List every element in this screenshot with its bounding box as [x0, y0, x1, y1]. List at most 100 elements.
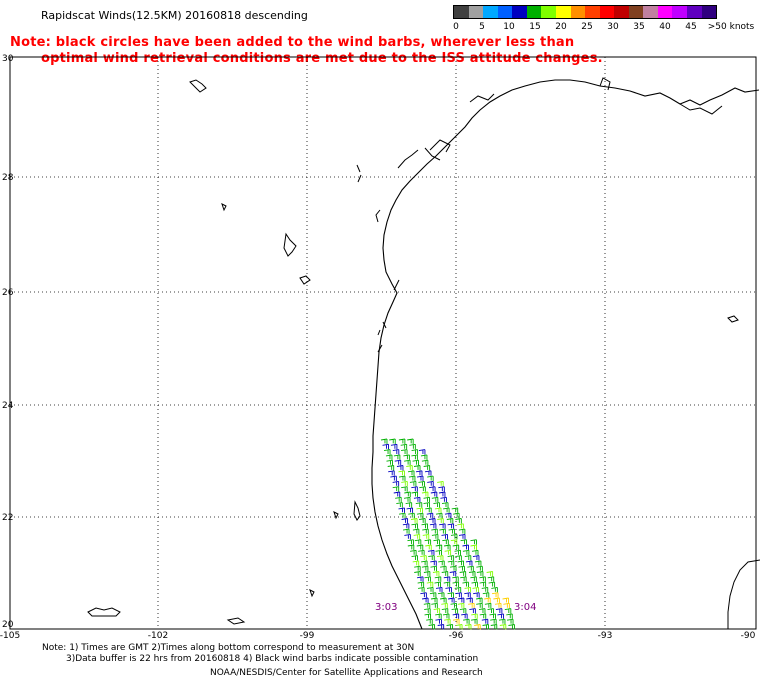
wind-barb: [405, 502, 413, 508]
wind-barb: [408, 512, 415, 519]
wind-barb: [421, 491, 429, 497]
wind-barb: [422, 528, 429, 535]
wind-barb: [413, 465, 421, 471]
wind-barb: [428, 518, 436, 524]
wind-barb: [470, 539, 477, 545]
wind-barb: [423, 571, 431, 577]
wind-barb: [423, 465, 431, 471]
wind-barb: [435, 618, 442, 625]
wind-barb: [488, 581, 496, 588]
footer-note-line-2: 3)Data buffer is 22 hrs from 20160818 4)…: [66, 654, 479, 664]
wind-barb: [462, 549, 470, 556]
map-title: Rapidscat Winds(12.5KM) 20160818 descend…: [41, 9, 308, 22]
wind-barb: [433, 608, 441, 614]
wind-barb: [467, 565, 474, 572]
wind-barb: [474, 624, 481, 630]
wind-barb: [440, 597, 447, 603]
wind-barb: [431, 602, 438, 609]
wind-barb: [437, 592, 445, 598]
wind-barb: [427, 475, 434, 482]
wind-barb: [497, 613, 504, 619]
wind-barb: [479, 613, 487, 619]
wind-barb: [465, 560, 473, 566]
legend-label: >50 knots: [707, 22, 755, 32]
wind-barb: [455, 555, 462, 561]
wind-barb: [385, 454, 393, 460]
wind-barb: [491, 586, 498, 593]
wind-barb: [406, 465, 413, 471]
wind-barb: [463, 618, 470, 625]
contamination-note: Note: black circles have been added to t…: [10, 35, 603, 67]
wind-barb: [461, 613, 468, 619]
wind-barb: [411, 523, 418, 529]
wind-barb: [468, 602, 475, 609]
wind-barb: [407, 539, 414, 545]
wind-barb: [435, 586, 443, 593]
wind-barb: [508, 624, 515, 630]
wind-barb: [431, 528, 438, 535]
wind-barb: [418, 549, 425, 556]
wind-barb: [444, 549, 452, 556]
wind-barb: [400, 449, 408, 455]
wind-barb: [426, 618, 433, 625]
wind-barb: [411, 491, 418, 497]
wind-barb: [441, 608, 449, 614]
wind-barb: [491, 592, 499, 598]
wind-barb: [479, 576, 486, 582]
wind-barb: [416, 544, 424, 550]
wind-barb: [478, 608, 486, 614]
legend-swatch: [541, 6, 556, 18]
wind-barb: [445, 586, 452, 593]
wind-barb: [424, 470, 432, 476]
wind-barb: [448, 528, 456, 535]
inland-features: [87, 79, 760, 629]
wind-barb: [432, 571, 440, 577]
wind-barb: [418, 586, 425, 593]
wind-barb: [411, 454, 418, 460]
wind-barb: [393, 454, 401, 460]
wind-barb: [430, 597, 438, 603]
wind-barb: [426, 581, 434, 588]
wind-barb: [452, 581, 460, 588]
lon-label-102: -102: [148, 631, 168, 641]
lon-label-93: -93: [598, 631, 613, 641]
wind-barb: [447, 523, 455, 529]
legend-label: 30: [607, 22, 619, 32]
wind-barb: [413, 496, 421, 503]
wind-barb: [404, 533, 411, 540]
wind-barb: [470, 544, 477, 550]
wind-barb: [437, 518, 444, 524]
wind-barb: [400, 443, 408, 450]
wind-barb: [476, 602, 483, 609]
wind-barb: [407, 438, 414, 444]
lat-label-24: 24: [2, 401, 14, 411]
wind-barb: [439, 528, 446, 535]
wind-barb: [487, 608, 494, 614]
wind-barb: [470, 618, 478, 625]
lat-label-30: 30: [2, 54, 14, 64]
wind-barb: [460, 576, 467, 582]
wind-barb: [472, 586, 479, 593]
wind-barb: [503, 602, 510, 609]
wind-barb: [452, 613, 460, 619]
wind-barb: [444, 618, 451, 625]
wind-barb: [468, 571, 476, 577]
wind-barb: [390, 443, 398, 450]
wind-barb: [407, 544, 415, 550]
legend-swatch: [672, 6, 687, 18]
wind-barb: [412, 459, 420, 466]
wind-barb: [434, 581, 441, 588]
wind-barb: [428, 555, 435, 561]
wind-barb: [458, 533, 466, 540]
wind-barb: [441, 602, 448, 609]
wind-barb: [392, 449, 400, 455]
wind-barb: [481, 586, 489, 593]
wind-barb: [398, 507, 405, 513]
wind-barb: [446, 624, 454, 630]
wind-barb: [398, 470, 405, 476]
wind-barb: [402, 523, 410, 529]
wind-barb: [420, 454, 428, 460]
wind-barb: [421, 523, 428, 529]
legend-swatch: [454, 6, 469, 18]
wind-barb: [464, 586, 472, 593]
